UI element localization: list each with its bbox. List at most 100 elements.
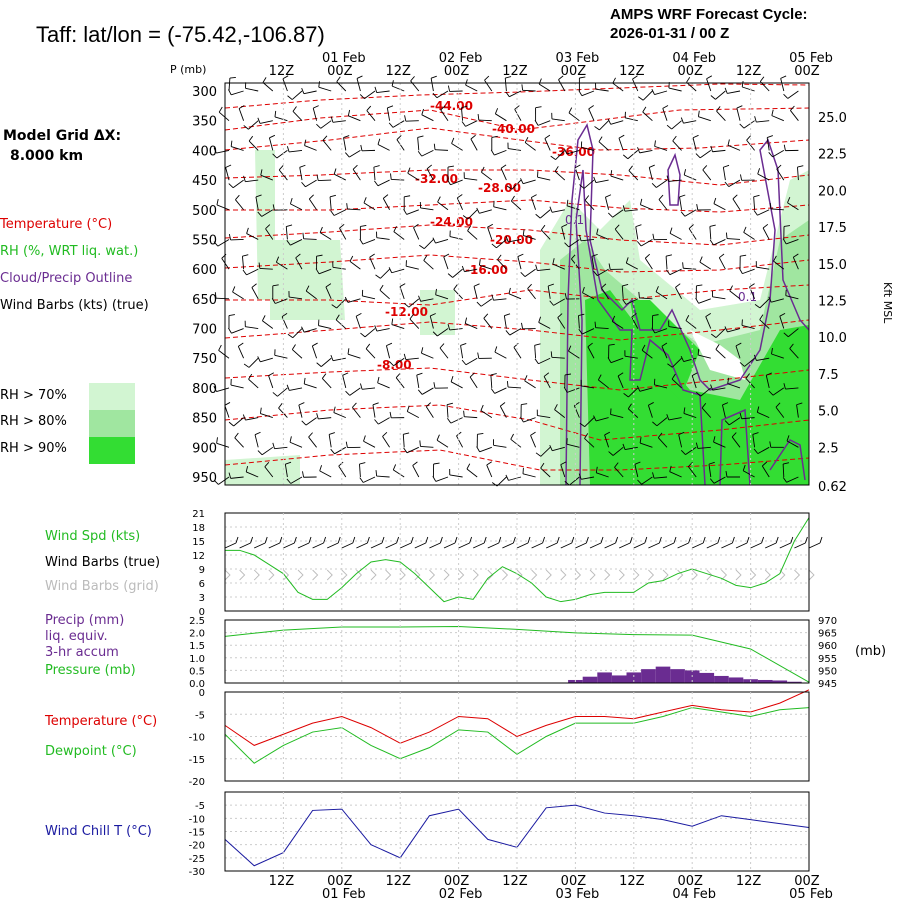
wind-barb: [283, 542, 295, 549]
wind-barb-feather: [753, 194, 760, 198]
wind-barb-feather: [783, 383, 786, 390]
wind-barb-feather: [554, 166, 559, 172]
wind-barb-feather: [709, 224, 716, 227]
wind-barb-feather: [692, 134, 699, 139]
wind-barb: [604, 542, 616, 549]
wind-barb-feather: [417, 135, 424, 138]
wind-barb-feather: [275, 256, 280, 263]
wind-barb: [334, 446, 347, 455]
wind-barb-feather: [740, 254, 747, 257]
wind-barb-feather: [235, 536, 239, 544]
top-day-label: 05 Feb: [789, 51, 833, 66]
wind-barb: [282, 78, 288, 92]
wind-barb: [414, 542, 426, 549]
wind-barb: [715, 328, 726, 338]
wind-barb: [391, 268, 405, 274]
wind-speed-tick: 6: [199, 579, 205, 590]
wind-barb: [633, 542, 645, 549]
wind-barb-feather: [534, 343, 541, 346]
wind-barb-feather: [374, 325, 378, 332]
wind-barb: [796, 404, 799, 418]
wind-barb: [456, 435, 463, 448]
wind-barb: [450, 179, 463, 186]
wind-barb: [228, 77, 231, 92]
wind-barb-feather: [608, 451, 614, 456]
model-grid-value: 8.000 km: [10, 148, 84, 164]
wind-barb: [685, 320, 697, 329]
wind-barb-feather: [657, 432, 663, 438]
wind-barb-feather: [281, 312, 288, 318]
wind-barb-feather: [683, 169, 687, 176]
wind-barb: [464, 416, 478, 419]
wind-barb: [538, 357, 551, 365]
wind-barb-feather: [741, 80, 744, 88]
wind-barb-grid: [239, 569, 246, 581]
wind-barb: [423, 260, 434, 270]
height-tick-label: 17.5: [818, 221, 847, 236]
pressure-line: [224, 626, 810, 683]
wind-barb: [551, 118, 565, 122]
wind-barb: [452, 268, 463, 278]
wind-barb-feather: [322, 135, 328, 141]
wind-barb: [757, 446, 770, 455]
wind-barb-grid: [370, 569, 377, 581]
wind-barbs-grid-label: Wind Barbs (grid): [45, 579, 159, 594]
wind-barb: [618, 137, 624, 151]
temperature-contour: [224, 169, 810, 186]
wind-barb-feather: [549, 300, 554, 306]
wind-barb-feather: [278, 165, 284, 171]
wind-barb: [460, 345, 464, 359]
wind-barb: [465, 84, 478, 92]
wind-barb: [553, 298, 566, 306]
wind-barb: [372, 404, 376, 418]
wind-barbs-true-label: Wind Barbs (true): [45, 555, 161, 570]
wind-barb: [235, 199, 244, 211]
wind-barb-feather: [430, 75, 437, 79]
wind-barb-feather: [739, 123, 745, 129]
wind-barb-feather: [680, 449, 686, 455]
wind-barb-grid: [589, 569, 596, 581]
temperature-contour: [224, 224, 810, 246]
windchill-line: [224, 804, 810, 867]
wind-barb-feather: [618, 134, 625, 139]
wind-barb: [642, 111, 653, 122]
wind-barb: [347, 353, 361, 359]
wind-barb: [412, 465, 420, 478]
wind-barb-feather: [598, 136, 603, 142]
wind-barb: [759, 298, 770, 309]
wind-barb-feather: [550, 351, 553, 358]
wind-barb: [382, 198, 390, 210]
wind-barb-grid: [691, 569, 698, 581]
wind-barb-feather: [295, 253, 301, 259]
wind-barb-feather: [787, 197, 791, 203]
wind-barb: [443, 256, 449, 270]
wind-barb-feather: [675, 283, 681, 288]
wind-barb-feather: [661, 342, 668, 347]
precip-bar: [582, 676, 598, 683]
wind-barb-feather: [517, 253, 524, 257]
wind-barb-feather: [631, 313, 637, 318]
wind-barb: [469, 376, 478, 389]
wind-barb-feather: [469, 372, 475, 378]
wind-barb: [291, 90, 303, 100]
wind-barb: [265, 228, 274, 240]
pressure-tick-label: 950: [192, 471, 217, 486]
wind-barb-feather: [722, 402, 729, 406]
wind-barb: [554, 171, 566, 181]
wind-barb-grid: [253, 569, 260, 581]
wind-barb: [655, 291, 668, 300]
wind-barb-feather: [736, 105, 743, 109]
height-tick-label: 0.62: [818, 480, 847, 495]
wind-barb-feather: [243, 175, 246, 182]
wind-barb: [628, 170, 639, 181]
wind-barb: [648, 542, 660, 549]
wind-barb-feather: [752, 432, 759, 435]
wind-barb-feather: [386, 342, 393, 347]
wind-barb: [757, 173, 770, 181]
wind-barb: [480, 410, 493, 418]
wind-barb-feather: [242, 414, 246, 421]
wind-barb-feather: [574, 402, 580, 407]
wind-barb: [683, 267, 697, 270]
wind-barb: [363, 440, 376, 448]
wind-barb: [732, 198, 741, 211]
